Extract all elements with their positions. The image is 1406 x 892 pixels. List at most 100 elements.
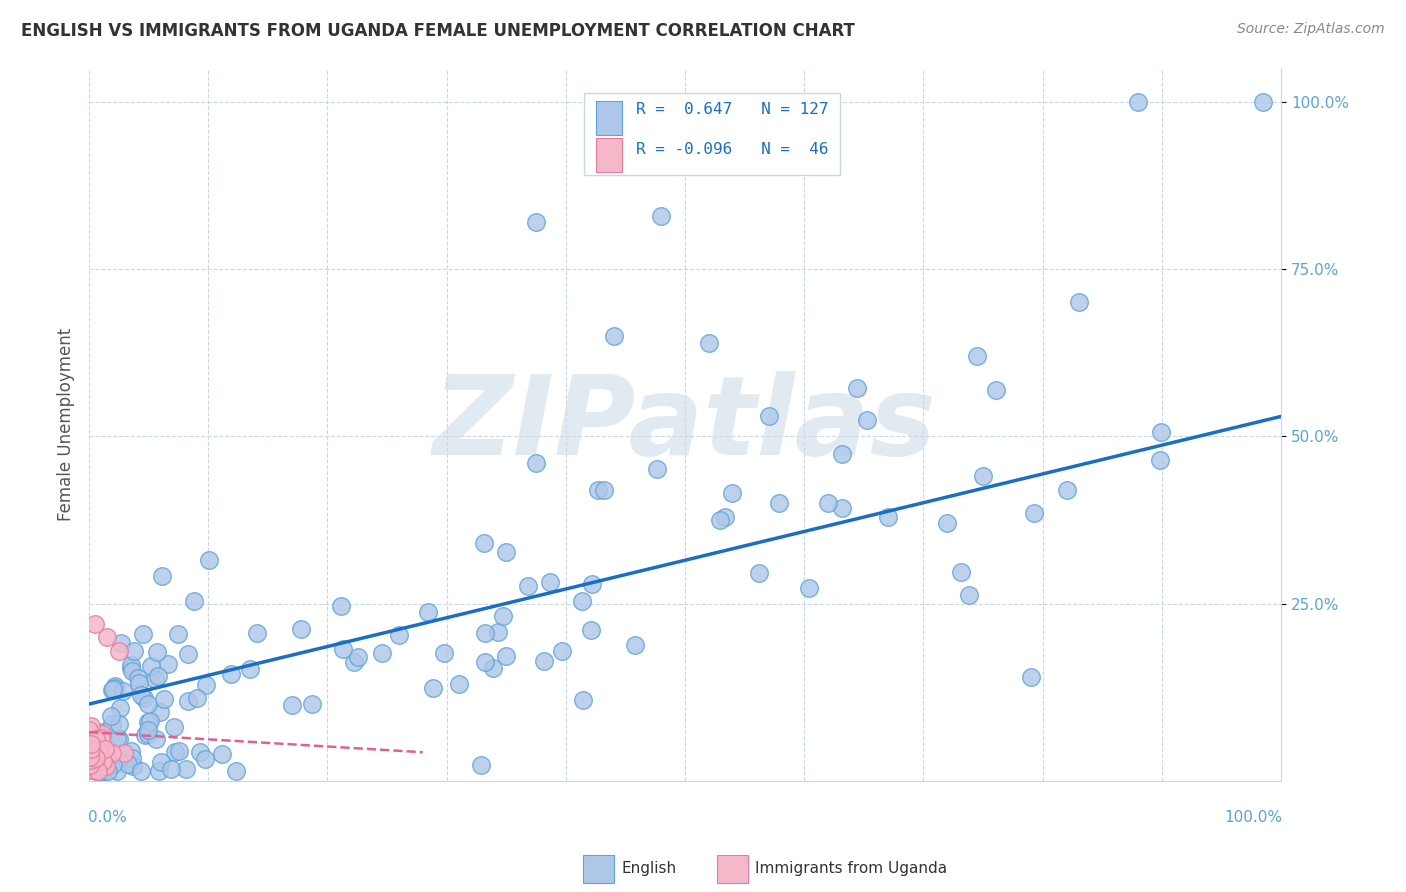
- Point: [127, 671, 149, 685]
- Point: [82, 755, 104, 769]
- Point: [1019, 670, 1042, 684]
- Point: [121, 664, 143, 678]
- Point: [167, 744, 190, 758]
- Point: [103, 757, 125, 772]
- Point: [482, 660, 505, 674]
- Point: [143, 672, 166, 686]
- Point: [136, 697, 159, 711]
- Point: [114, 746, 136, 760]
- Point: [84, 753, 107, 767]
- Point: [131, 688, 153, 702]
- Point: [246, 626, 269, 640]
- Point: [167, 627, 190, 641]
- Point: [117, 756, 139, 771]
- Point: [80, 753, 103, 767]
- Point: [447, 677, 470, 691]
- Text: 100.0%: 100.0%: [1225, 810, 1282, 824]
- Point: [108, 731, 131, 746]
- Point: [211, 747, 233, 761]
- Text: R =  0.647   N = 127: R = 0.647 N = 127: [636, 102, 828, 117]
- Point: [82, 757, 104, 772]
- Point: [83, 738, 105, 752]
- Point: [713, 510, 735, 524]
- Point: [79, 742, 101, 756]
- Point: [602, 329, 624, 343]
- Point: [332, 641, 354, 656]
- Point: [474, 536, 496, 550]
- Point: [87, 747, 110, 761]
- Point: [474, 625, 496, 640]
- Point: [84, 616, 107, 631]
- Point: [91, 727, 114, 741]
- Point: [533, 654, 555, 668]
- Point: [108, 716, 131, 731]
- Point: [720, 485, 742, 500]
- Point: [156, 657, 179, 672]
- Point: [645, 462, 668, 476]
- Point: [101, 717, 124, 731]
- Point: [152, 692, 174, 706]
- Point: [80, 764, 103, 778]
- Point: [105, 731, 128, 746]
- FancyBboxPatch shape: [583, 94, 839, 176]
- Point: [96, 759, 118, 773]
- Point: [139, 714, 162, 728]
- Point: [186, 691, 208, 706]
- Point: [136, 727, 159, 741]
- Point: [96, 748, 118, 763]
- Point: [198, 553, 221, 567]
- Point: [80, 745, 103, 759]
- Point: [141, 659, 163, 673]
- Point: [91, 754, 114, 768]
- Point: [581, 577, 603, 591]
- Point: [177, 647, 200, 661]
- Point: [80, 739, 103, 754]
- Point: [79, 748, 101, 763]
- Point: [84, 748, 107, 763]
- Point: [957, 588, 980, 602]
- Point: [524, 215, 547, 229]
- Point: [84, 753, 107, 767]
- Point: [108, 643, 131, 657]
- Point: [1056, 483, 1078, 497]
- Point: [188, 745, 211, 759]
- Point: [145, 731, 167, 746]
- Point: [492, 608, 515, 623]
- Point: [538, 575, 561, 590]
- Point: [132, 627, 155, 641]
- Point: [120, 744, 142, 758]
- Point: [225, 764, 247, 778]
- Point: [112, 684, 135, 698]
- Point: [79, 763, 101, 777]
- Point: [79, 723, 101, 737]
- Point: [1126, 95, 1149, 109]
- Point: [87, 764, 110, 778]
- Point: [797, 581, 820, 595]
- Point: [79, 744, 101, 758]
- Point: [474, 655, 496, 669]
- Point: [949, 565, 972, 579]
- Point: [86, 764, 108, 778]
- Point: [1067, 295, 1090, 310]
- Point: [87, 752, 110, 766]
- Point: [936, 516, 959, 531]
- Point: [495, 649, 517, 664]
- Point: [79, 757, 101, 772]
- Point: [101, 681, 124, 696]
- FancyBboxPatch shape: [596, 137, 621, 172]
- Point: [80, 742, 103, 756]
- Point: [388, 628, 411, 642]
- Point: [84, 755, 107, 769]
- Text: ENGLISH VS IMMIGRANTS FROM UGANDA FEMALE UNEMPLOYMENT CORRELATION CHART: ENGLISH VS IMMIGRANTS FROM UGANDA FEMALE…: [21, 22, 855, 40]
- Point: [150, 569, 173, 583]
- Point: [84, 731, 107, 746]
- Point: [593, 483, 616, 497]
- Text: Source: ZipAtlas.com: Source: ZipAtlas.com: [1237, 22, 1385, 37]
- Point: [347, 650, 370, 665]
- Point: [586, 483, 609, 498]
- Point: [650, 209, 672, 223]
- Point: [80, 739, 103, 754]
- Point: [177, 694, 200, 708]
- Point: [370, 647, 392, 661]
- Point: [83, 742, 105, 756]
